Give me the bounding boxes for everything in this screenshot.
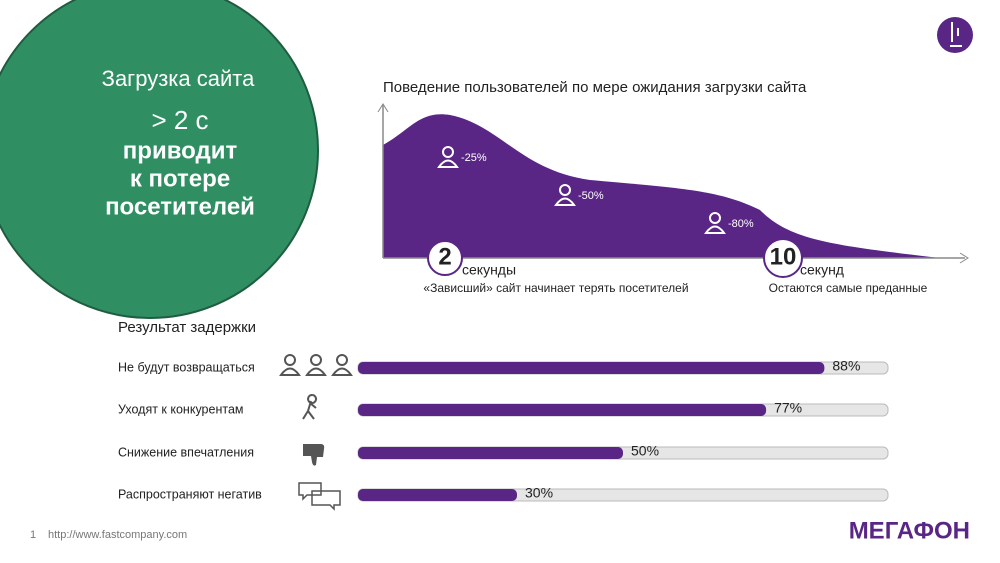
bar (358, 362, 825, 374)
row-label: Не будут возвращаться (118, 360, 255, 374)
loss-label: -80% (728, 218, 754, 230)
person-icon (279, 367, 301, 376)
person-icon (442, 146, 454, 158)
time-badge (427, 240, 463, 276)
person-icon (336, 354, 348, 366)
row-label: Распространяют негатив (118, 487, 262, 501)
circle-text: Загрузка сайта (102, 66, 255, 91)
circle-text: к потере (130, 165, 230, 192)
time-unit: секунд (800, 262, 844, 278)
value-label: 30% (525, 485, 553, 501)
time-badge (763, 238, 803, 278)
value-label: 77% (774, 400, 802, 416)
green-circle (0, 0, 319, 319)
person-icon (559, 184, 571, 196)
time-unit: секунды (462, 262, 516, 278)
circle-text: посетителей (105, 193, 255, 220)
circle-text: > 2 с (151, 105, 208, 135)
person-icon (310, 354, 322, 366)
bar (358, 404, 767, 416)
walk-icon (302, 394, 318, 420)
person-icon (331, 367, 353, 376)
person-icon (284, 354, 296, 366)
logo-icon (937, 17, 973, 53)
bar (358, 447, 623, 459)
logo-text: МЕГАФОН (849, 517, 970, 544)
behavior-title: Поведение пользователей по мере ожидания… (383, 79, 807, 96)
value-label: 50% (631, 443, 659, 459)
person-icon (704, 225, 726, 234)
results-title: Результат задержки (118, 319, 256, 336)
time-caption: Остаются самые преданные (769, 281, 928, 295)
row-label: Снижение впечатления (118, 445, 254, 459)
row-label: Уходят к конкурентам (118, 402, 244, 416)
time-number: 2 (438, 243, 451, 270)
time-number: 10 (770, 243, 797, 270)
bar (358, 489, 517, 501)
loss-label: -50% (578, 190, 604, 202)
area-shape (383, 114, 940, 258)
person-icon (709, 212, 721, 224)
circle-text: приводит (123, 137, 238, 164)
page-number: 1 (30, 529, 36, 541)
time-caption: «Зависший» сайт начинает терять посетите… (423, 281, 688, 295)
source: http://www.fastcompany.com (48, 529, 187, 541)
axis-arrows (377, 103, 969, 264)
chat-icon (298, 482, 341, 511)
loss-label: -25% (461, 152, 487, 164)
person-icon (437, 159, 459, 168)
person-icon (305, 367, 327, 376)
value-label: 88% (832, 358, 860, 374)
person-icon (554, 197, 576, 206)
thumb-icon (303, 444, 325, 466)
axes (382, 105, 965, 259)
